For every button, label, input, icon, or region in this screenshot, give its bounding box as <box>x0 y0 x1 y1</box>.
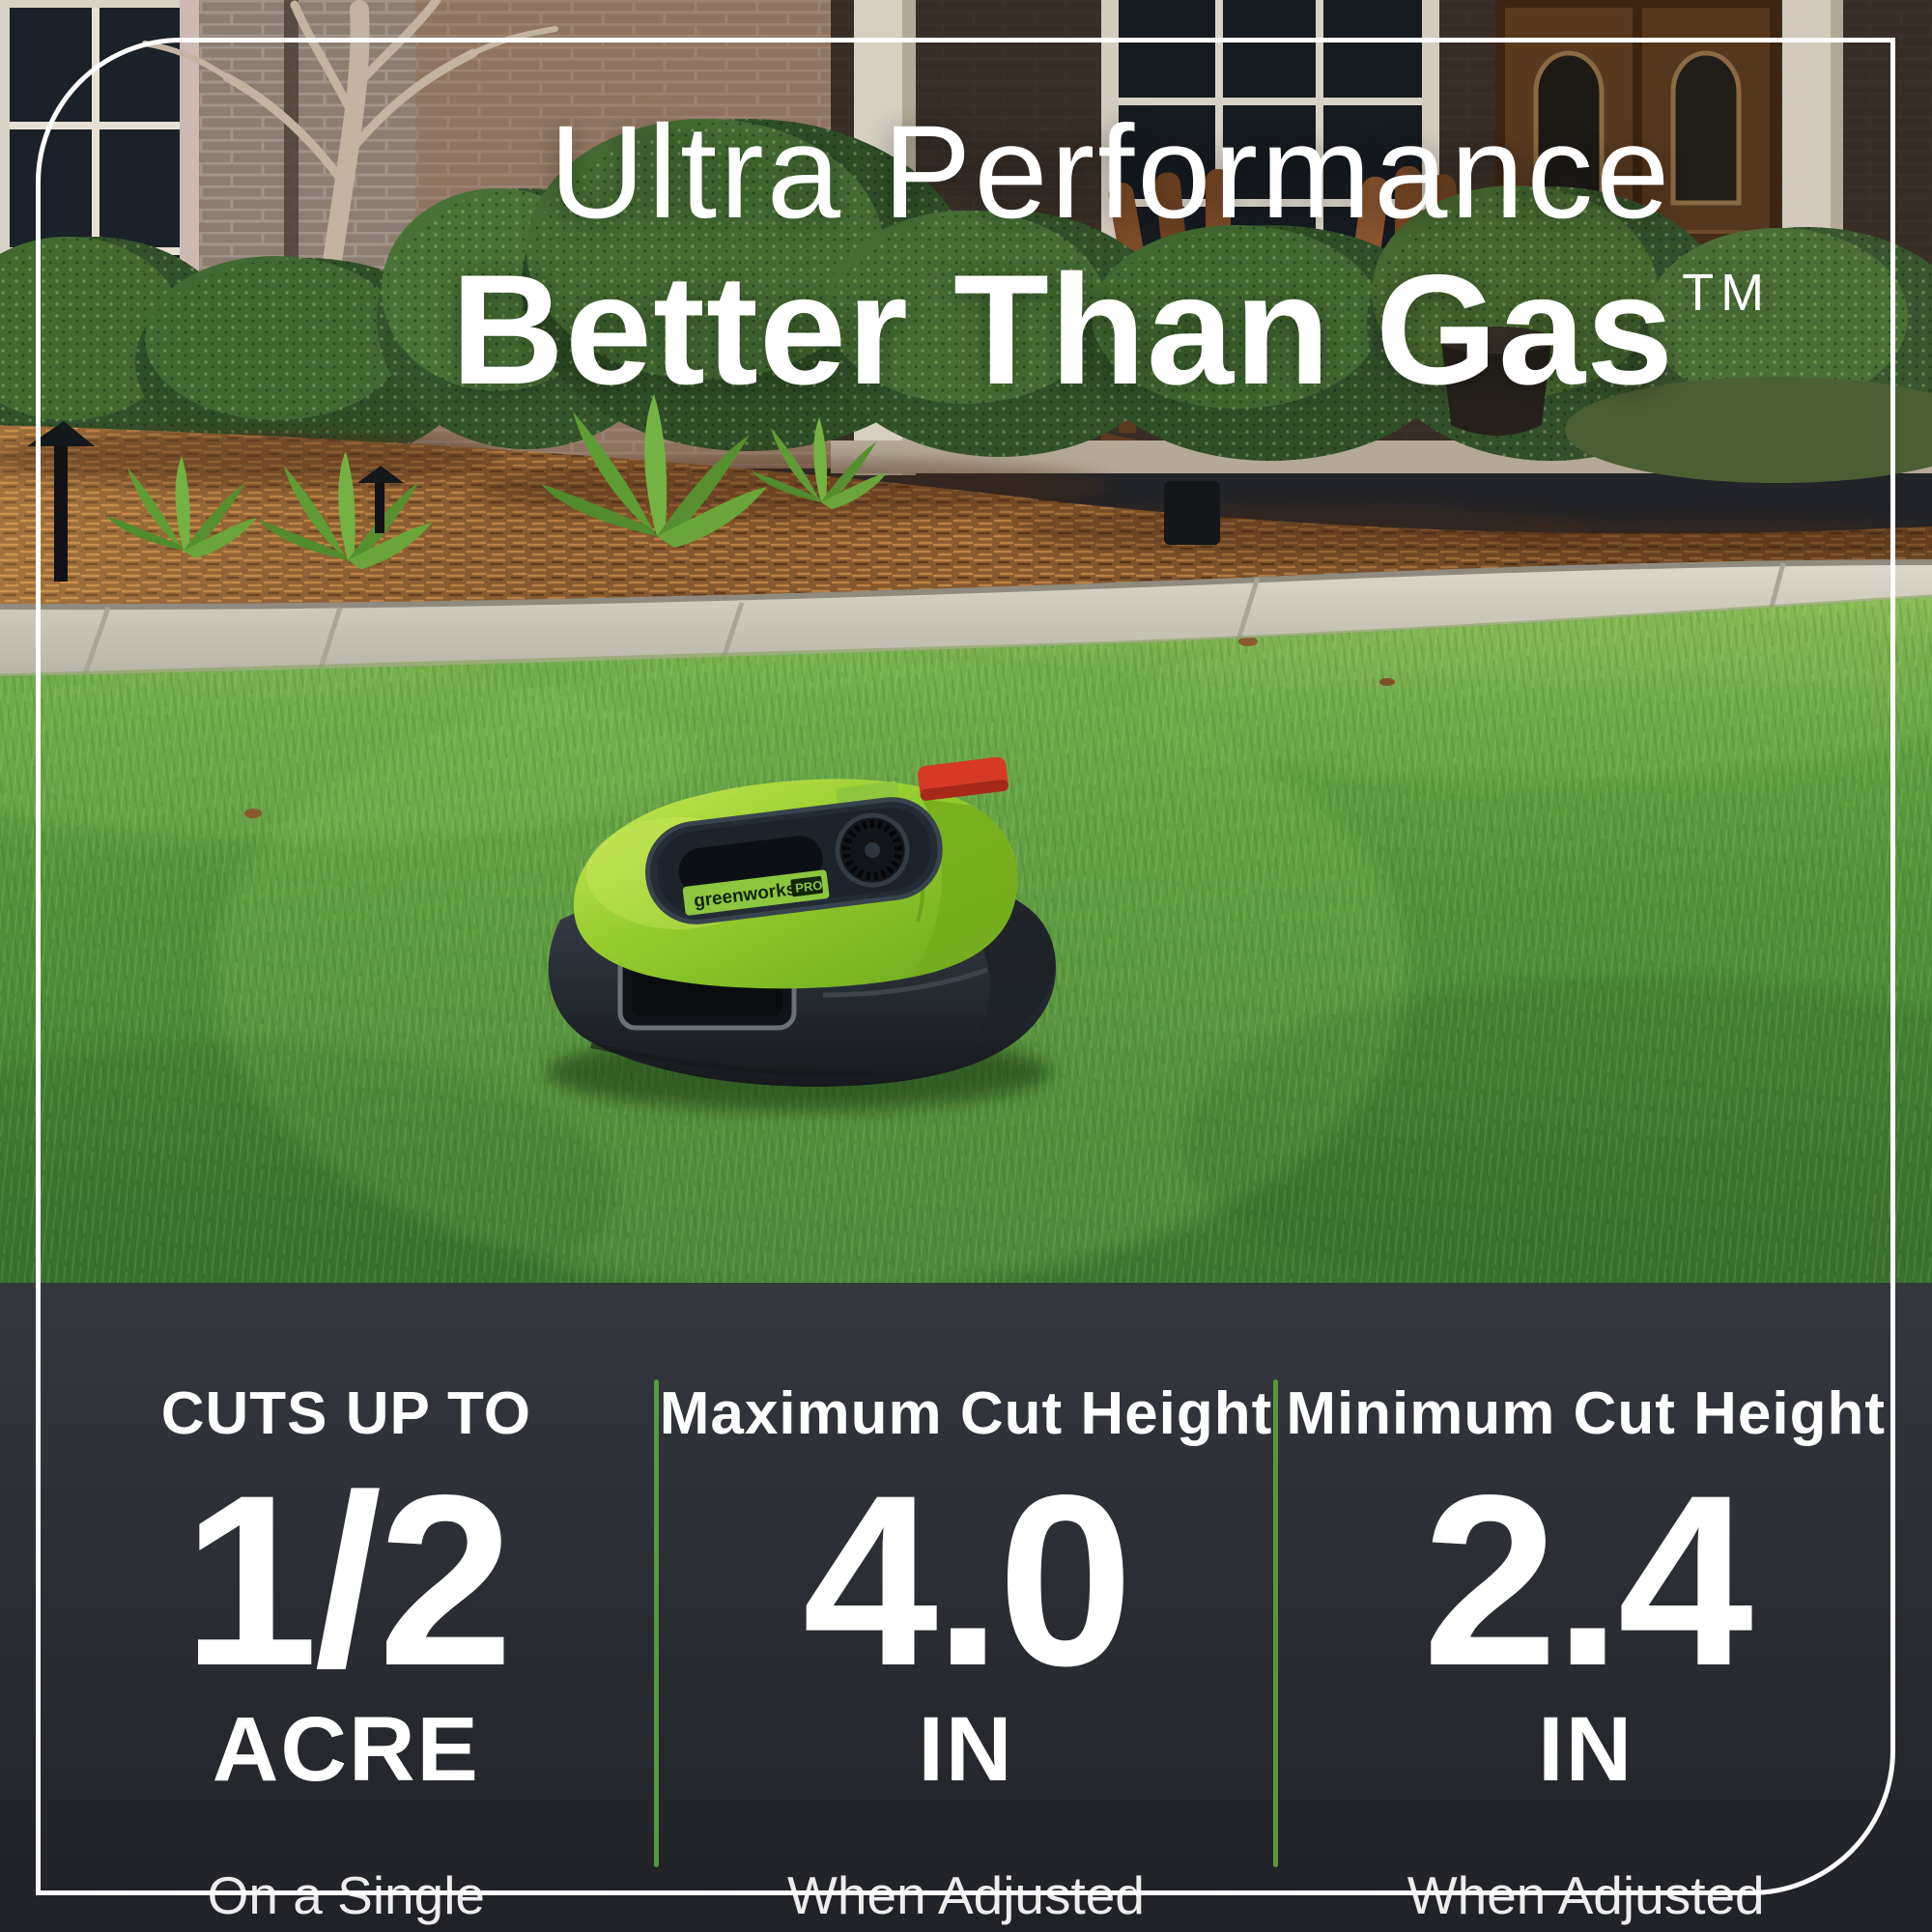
mower-mini-sticker <box>836 781 899 803</box>
stat-value: 1/2 <box>183 1445 513 1717</box>
leaf-debris <box>1238 637 1258 646</box>
landscape-light <box>357 466 404 533</box>
hero-photo: greenworks greenworks <box>0 0 1932 1285</box>
stat-label: Minimum Cut Height <box>1286 1380 1887 1447</box>
stat-value: 2.4 <box>1422 1445 1753 1717</box>
juniper-bush <box>1565 377 1932 483</box>
robotic-mower: greenworks greenworks <box>546 756 1057 1111</box>
planter-urn-rim <box>1440 327 1552 354</box>
title-line-2: Better Than Gas TM <box>450 242 1772 417</box>
headline: Ultra Performance Better Than Gas TM <box>0 99 1932 417</box>
pro-badge: PRO <box>794 878 823 895</box>
planter-urn <box>1441 330 1551 436</box>
stat-note: When Adjusted <box>787 1864 1145 1925</box>
bush <box>1082 225 1459 461</box>
stat-unit: IN <box>918 1697 1014 1801</box>
stat-column-max-cut: Maximum Cut Height 4.0 IN When Adjusted <box>659 1283 1274 1932</box>
utility-box <box>1164 481 1220 545</box>
stat-column-min-cut: Minimum Cut Height 2.4 IN When Adjusted <box>1278 1283 1893 1932</box>
stat-unit: ACRE <box>212 1697 480 1801</box>
sidewalk <box>0 559 1932 679</box>
stat-unit: IN <box>1538 1697 1634 1801</box>
stat-label: Maximum Cut Height <box>659 1380 1273 1447</box>
stat-value: 4.0 <box>802 1445 1133 1717</box>
mulch-bed <box>0 394 1932 608</box>
bush <box>821 210 1179 457</box>
bushes <box>0 119 1932 483</box>
title-line-1: Ultra Performance <box>549 99 1673 246</box>
stats-panel: CUTS UP TO 1/2 ACRE On a Single Charge M… <box>0 1283 1932 1932</box>
trademark-symbol: TM <box>1682 263 1772 322</box>
stat-column-acreage: CUTS UP TO 1/2 ACRE On a Single Charge <box>39 1283 654 1932</box>
stat-note: On a Single Charge <box>207 1864 486 1932</box>
stat-label: CUTS UP TO <box>160 1380 531 1447</box>
stat-divider <box>1273 1379 1279 1867</box>
stat-divider <box>653 1379 659 1867</box>
landscape-light <box>27 421 95 582</box>
stat-note: When Adjusted <box>1406 1864 1765 1925</box>
leaf-debris <box>1379 678 1395 686</box>
leaf-debris <box>244 809 262 818</box>
sidewalk-joint <box>82 562 1786 675</box>
